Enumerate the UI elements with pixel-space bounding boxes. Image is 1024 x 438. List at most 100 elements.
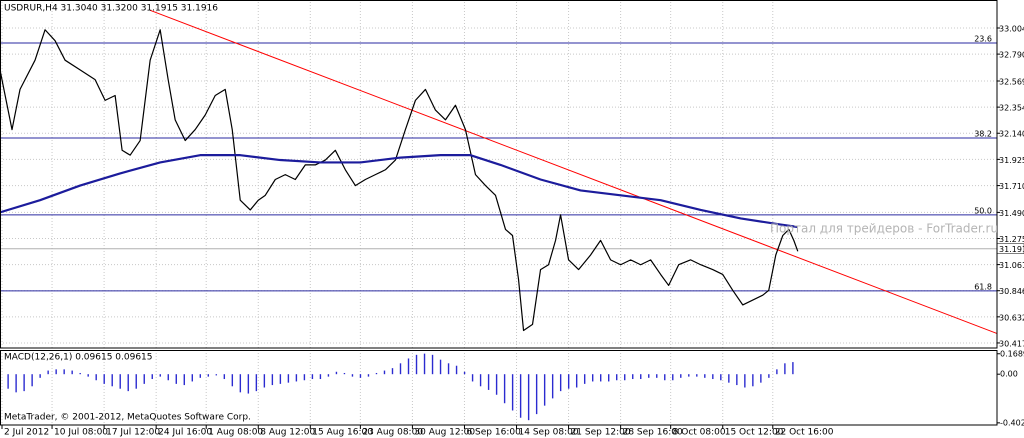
macd-title: MACD(12,26,1) 0.09615 0.09615 (4, 353, 153, 363)
macd-bar (728, 374, 730, 383)
price-pane-border (0, 0, 998, 349)
macd-bar (247, 374, 250, 394)
macd-bar (207, 374, 210, 377)
x-tick-label: 1 Aug 08:00 (208, 428, 263, 438)
copyright: MetaTrader, © 2001-2012, MetaQuotes Soft… (4, 413, 251, 423)
macd-bar (664, 374, 666, 381)
macd-bar (407, 358, 410, 375)
macd-bar (399, 363, 402, 375)
macd-bar (704, 374, 706, 378)
macd-bar (551, 374, 554, 399)
last-price-label: 31.1916 (999, 245, 1024, 254)
x-tick-label: 8 Aug 12:00 (260, 428, 315, 438)
macd-bar (79, 372, 81, 375)
macd-bar (335, 371, 338, 375)
macd-bar (487, 374, 490, 390)
x-tick-label: 10 Jul 08:00 (54, 428, 108, 438)
y-tick-label: 31.4900 (999, 209, 1024, 218)
macd-tick-label: 0.16891 (1000, 349, 1024, 358)
macd-bar (151, 374, 153, 380)
y-tick-label: 31.2755 (999, 235, 1024, 244)
macd-bar (127, 374, 129, 392)
fib-level-label: 50.0 (974, 206, 992, 215)
macd-bar (255, 374, 258, 392)
macd-bar (143, 374, 145, 384)
x-tick-label: 24 Jul 16:00 (158, 428, 212, 438)
macd-bar (319, 374, 322, 380)
macd-bar (744, 374, 746, 388)
price-line (0, 29, 799, 332)
y-tick-label: 33.0045 (999, 24, 1024, 33)
macd-bar (303, 374, 306, 381)
macd-bar (447, 363, 450, 375)
macd-bar (15, 374, 17, 393)
y-tick-label: 30.8465 (999, 287, 1024, 296)
macd-bar (271, 374, 274, 386)
macd-bar (696, 374, 698, 377)
watermark: Портал для трейдеров - ForTrader.ru (770, 222, 998, 236)
macd-bar (375, 372, 378, 375)
macd-bar (159, 374, 161, 377)
macd-bar (199, 374, 202, 378)
macd-bar (463, 371, 466, 375)
macd-bar (39, 374, 41, 378)
x-tick-label: 6 Sep 16:00 (466, 428, 521, 438)
macd-bar (183, 374, 185, 386)
macd-bar (792, 362, 794, 375)
x-tick-label: 28 Sep 16:00 (623, 428, 683, 438)
x-tick-label: 17 Jul 12:00 (106, 428, 160, 438)
macd-bar (543, 374, 546, 406)
macd-bar (495, 374, 498, 395)
y-tick-label: 31.9255 (999, 156, 1024, 165)
macd-bar (343, 372, 346, 375)
macd-bar (632, 374, 634, 380)
x-tick-label: 30 Aug 12:00 (414, 428, 475, 438)
macd-bar (367, 374, 370, 377)
macd-bar (535, 374, 538, 415)
y-tick-label: 31.0610 (999, 261, 1024, 270)
macd-bar (7, 374, 9, 389)
macd-bar (287, 374, 290, 383)
x-tick-label: 21 Sep 12:00 (571, 428, 631, 438)
macd-bar (391, 368, 394, 375)
macd-bar (95, 374, 97, 381)
y-tick-label: 30.6320 (999, 313, 1024, 322)
macd-bar (175, 374, 177, 384)
macd-bar (583, 374, 586, 384)
macd-bar (567, 374, 570, 389)
chart-title: USDRUR,H4 31.3040 31.3200 31.1915 31.191… (4, 4, 218, 14)
x-tick-label: 23 Aug 08:00 (362, 428, 423, 438)
x-tick-label: 22 Oct 16:00 (775, 428, 834, 438)
macd-bar (591, 374, 594, 382)
grid-layer (0, 2, 997, 425)
macd-bar (327, 374, 330, 377)
macd-bar (223, 374, 226, 380)
macd-tick-label: 0.00 (1000, 370, 1018, 379)
macd-bar (519, 374, 522, 418)
macd-bar (768, 374, 770, 378)
macd-bar (672, 374, 674, 381)
macd-bar (712, 374, 714, 380)
macd-bar (455, 365, 458, 375)
macd-bar (648, 374, 650, 378)
macd-tick-label: -0.40234 (1000, 418, 1024, 427)
x-tick-label: 8 Oct 08:00 (673, 428, 726, 438)
x-tick-label: 15 Oct 12:00 (725, 428, 784, 438)
y-tick-label: 32.1400 (999, 130, 1024, 139)
macd-bar (784, 363, 786, 375)
macd-bar (503, 374, 506, 404)
macd-bar (423, 353, 426, 375)
macd-bar (383, 370, 386, 375)
macd-bar (624, 374, 626, 381)
x-tick-label: 15 Aug 16:00 (312, 428, 373, 438)
macd-bar (279, 374, 282, 384)
trendline (149, 9, 997, 335)
macd-bar (415, 354, 418, 375)
macd-bar (736, 374, 738, 386)
macd-bar (640, 374, 642, 380)
macd-bar (511, 374, 514, 411)
